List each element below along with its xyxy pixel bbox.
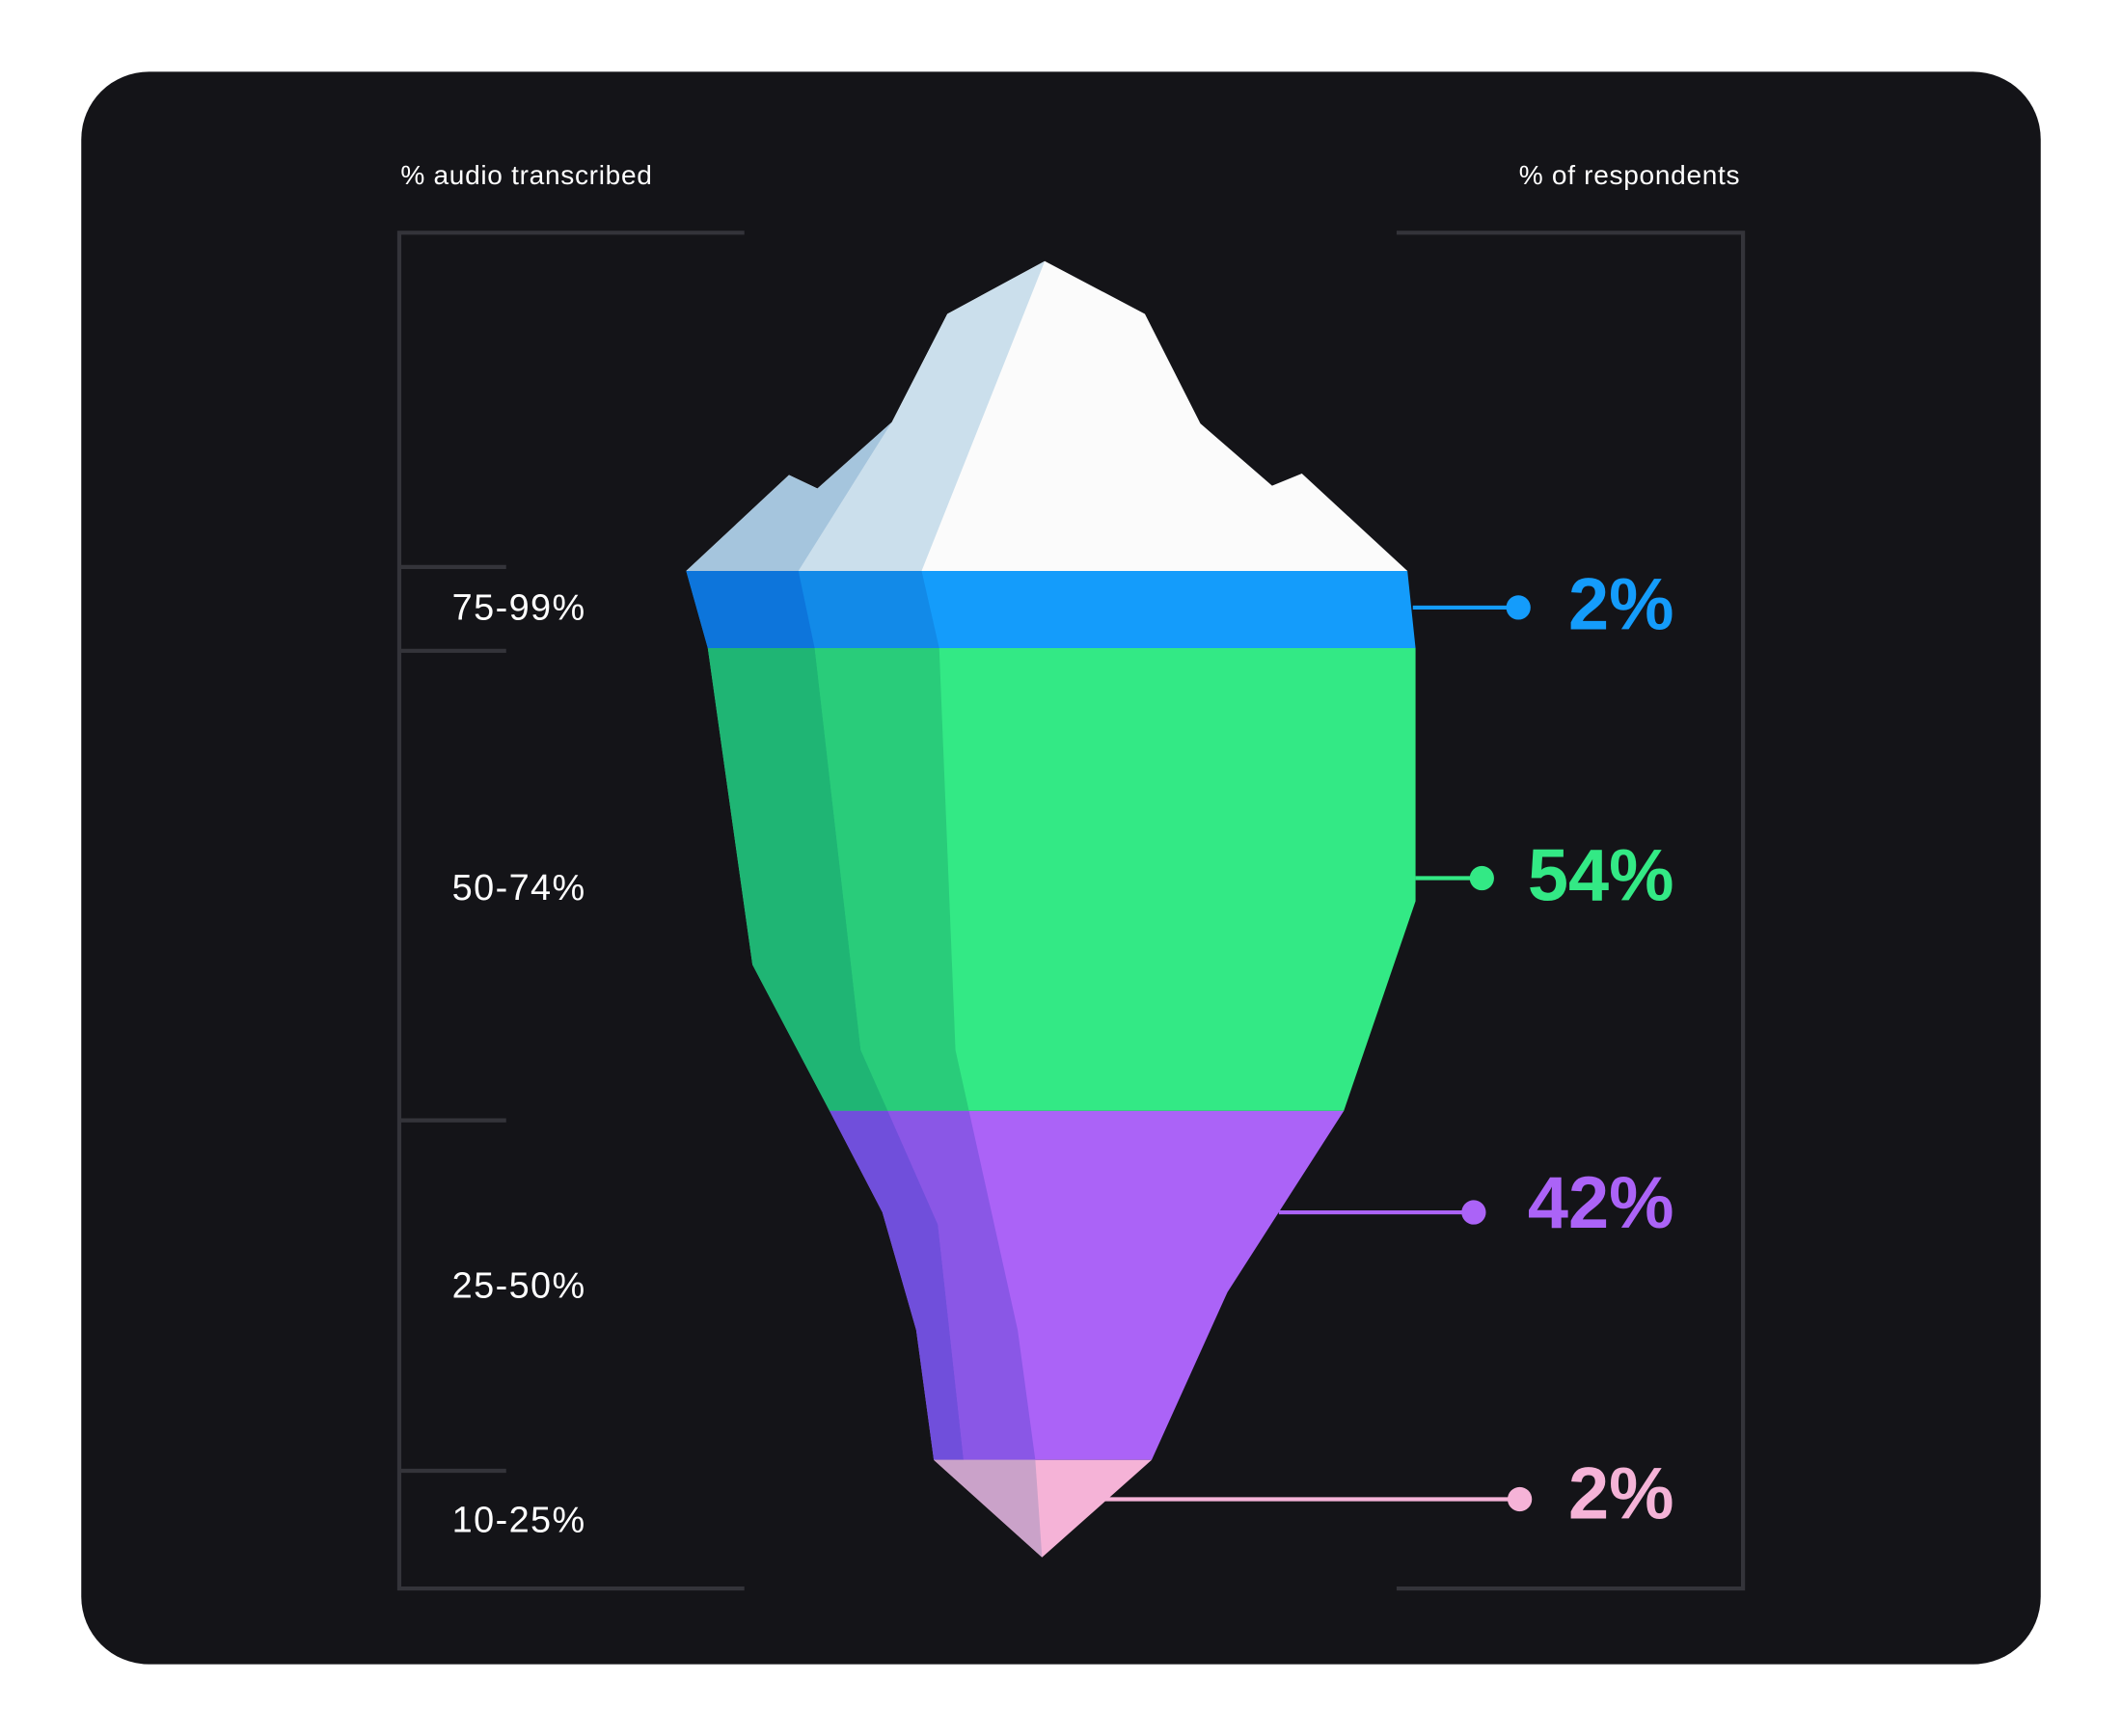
left-bracket (396, 231, 745, 1591)
band-shade (887, 1110, 1036, 1460)
value-label: 42% (1528, 1162, 1674, 1244)
band-shade (814, 648, 969, 1111)
value-label: 2% (1568, 1452, 1673, 1534)
value-label: 2% (1568, 564, 1673, 646)
ice-shade (798, 260, 1046, 572)
connector-dot (1469, 865, 1494, 891)
ice-shade (686, 421, 892, 572)
connectors (1102, 595, 1533, 1512)
band-shade (798, 571, 939, 649)
iceberg (686, 260, 1416, 1558)
right-header: % of respondents (1519, 160, 1741, 190)
range-label: 10-25% (452, 1500, 586, 1540)
connector-dot (1506, 595, 1531, 620)
value-label: 54% (1528, 834, 1674, 916)
brackets (396, 231, 1746, 1591)
range-label: 25-50% (452, 1266, 586, 1307)
range-label: 50-74% (452, 868, 586, 909)
connector-dot (1461, 1200, 1486, 1225)
band-shade (686, 571, 815, 649)
range-ticks (398, 564, 506, 1474)
band-shade (707, 648, 888, 1111)
band-shade (830, 1110, 964, 1460)
range-label: 75-99% (452, 588, 586, 629)
left-header: % audio transcribed (400, 160, 652, 190)
right-bracket (1396, 231, 1746, 1591)
connector-dot (1507, 1486, 1533, 1512)
